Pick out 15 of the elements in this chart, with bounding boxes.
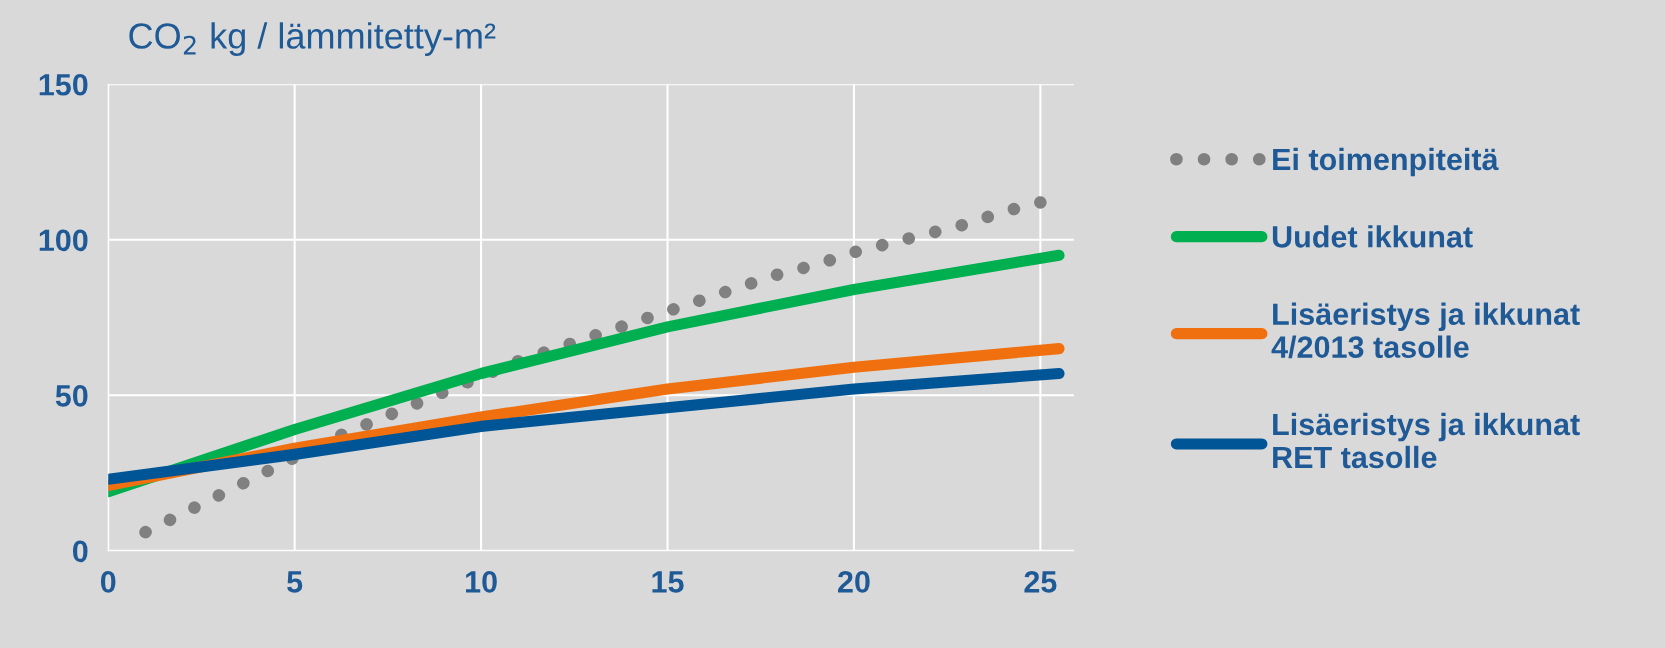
legend-label: Uudet ikkunat [1272,225,1473,248]
x-tick-label: 25 [1024,571,1057,593]
legend-label: Ei toimenpiteitä [1273,147,1499,177]
legend-label: Lisäeristys ja ikkunat RET tasolle [1273,412,1580,469]
y-tick-label: 0 [73,540,88,563]
y-tick-label: 50 [55,385,88,407]
y-tick-label: 150 [39,73,88,96]
y-tick-label: 100 [39,229,88,252]
legend-label: Lisäeristys ja ikkunat 4/2013 tasolle [1271,302,1580,359]
x-tick-label: 0 [100,571,116,593]
x-tick-label: 20 [838,571,870,593]
x-tick-label: 10 [466,571,497,593]
x-tick-label: 15 [652,571,684,593]
x-tick-label: 5 [287,571,303,593]
chart-title: CO$_{2}$ kg / lämmitetty-m² [129,22,496,56]
